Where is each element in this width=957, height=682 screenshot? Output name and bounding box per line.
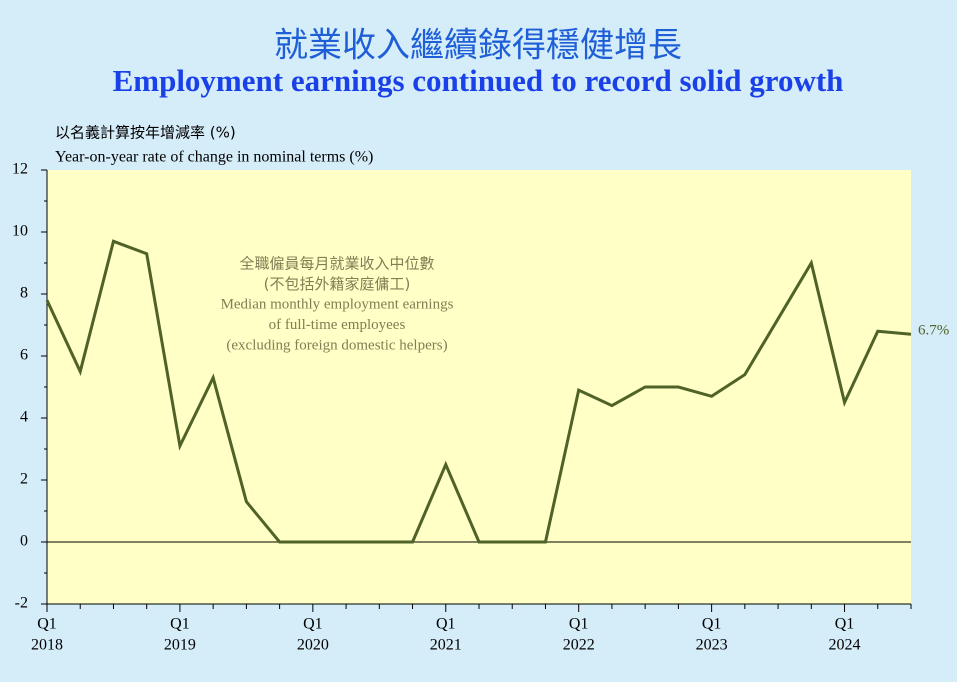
y-axis-label-en: Year-on-year rate of change in nominal t… — [55, 149, 373, 166]
annotation: (不包括外籍家庭傭工) — [264, 275, 411, 293]
y-tick-label: 2 — [20, 471, 28, 488]
x-tick-year: 2018 — [31, 637, 63, 654]
x-tick-label: Q1 — [37, 616, 57, 633]
y-tick-label: -2 — [15, 595, 28, 612]
y-tick-label: 8 — [20, 285, 28, 302]
x-tick-label: Q1 — [702, 616, 722, 633]
x-tick-label: Q1 — [835, 616, 855, 633]
y-tick-label: 6 — [20, 347, 28, 364]
y-tick-label: 12 — [12, 161, 28, 178]
annotation: Median monthly employment earnings — [221, 296, 454, 312]
y-tick-label: 10 — [12, 223, 28, 240]
annotation: of full-time employees — [269, 317, 406, 333]
chart-subtitle: Employment earnings continued to record … — [113, 63, 844, 98]
x-tick-label: Q1 — [569, 616, 589, 633]
annotation: (excluding foreign domestic helpers) — [226, 337, 447, 353]
x-tick-year: 2024 — [829, 637, 861, 654]
y-tick-label: 4 — [20, 409, 28, 426]
x-tick-label: Q1 — [303, 616, 323, 633]
x-tick-year: 2021 — [430, 637, 462, 654]
chart-title: 就業收入繼續錄得穩健增長 — [274, 26, 682, 66]
data-line — [45, 239, 912, 544]
value-label: 6.7% — [918, 323, 949, 339]
y-tick-label: 0 — [20, 533, 28, 550]
plot-area — [47, 170, 911, 604]
x-tick-year: 2019 — [164, 637, 196, 654]
y-axis-label: 以名義計算按年增減率 (%) — [55, 124, 236, 142]
x-tick-year: 2023 — [696, 637, 728, 654]
x-tick-label: Q1 — [170, 616, 190, 633]
annotation: 全職僱員每月就業收入中位數 — [239, 255, 434, 273]
x-tick-year: 2022 — [563, 637, 595, 654]
x-tick-year: 2020 — [297, 637, 329, 654]
x-tick-label: Q1 — [436, 616, 456, 633]
